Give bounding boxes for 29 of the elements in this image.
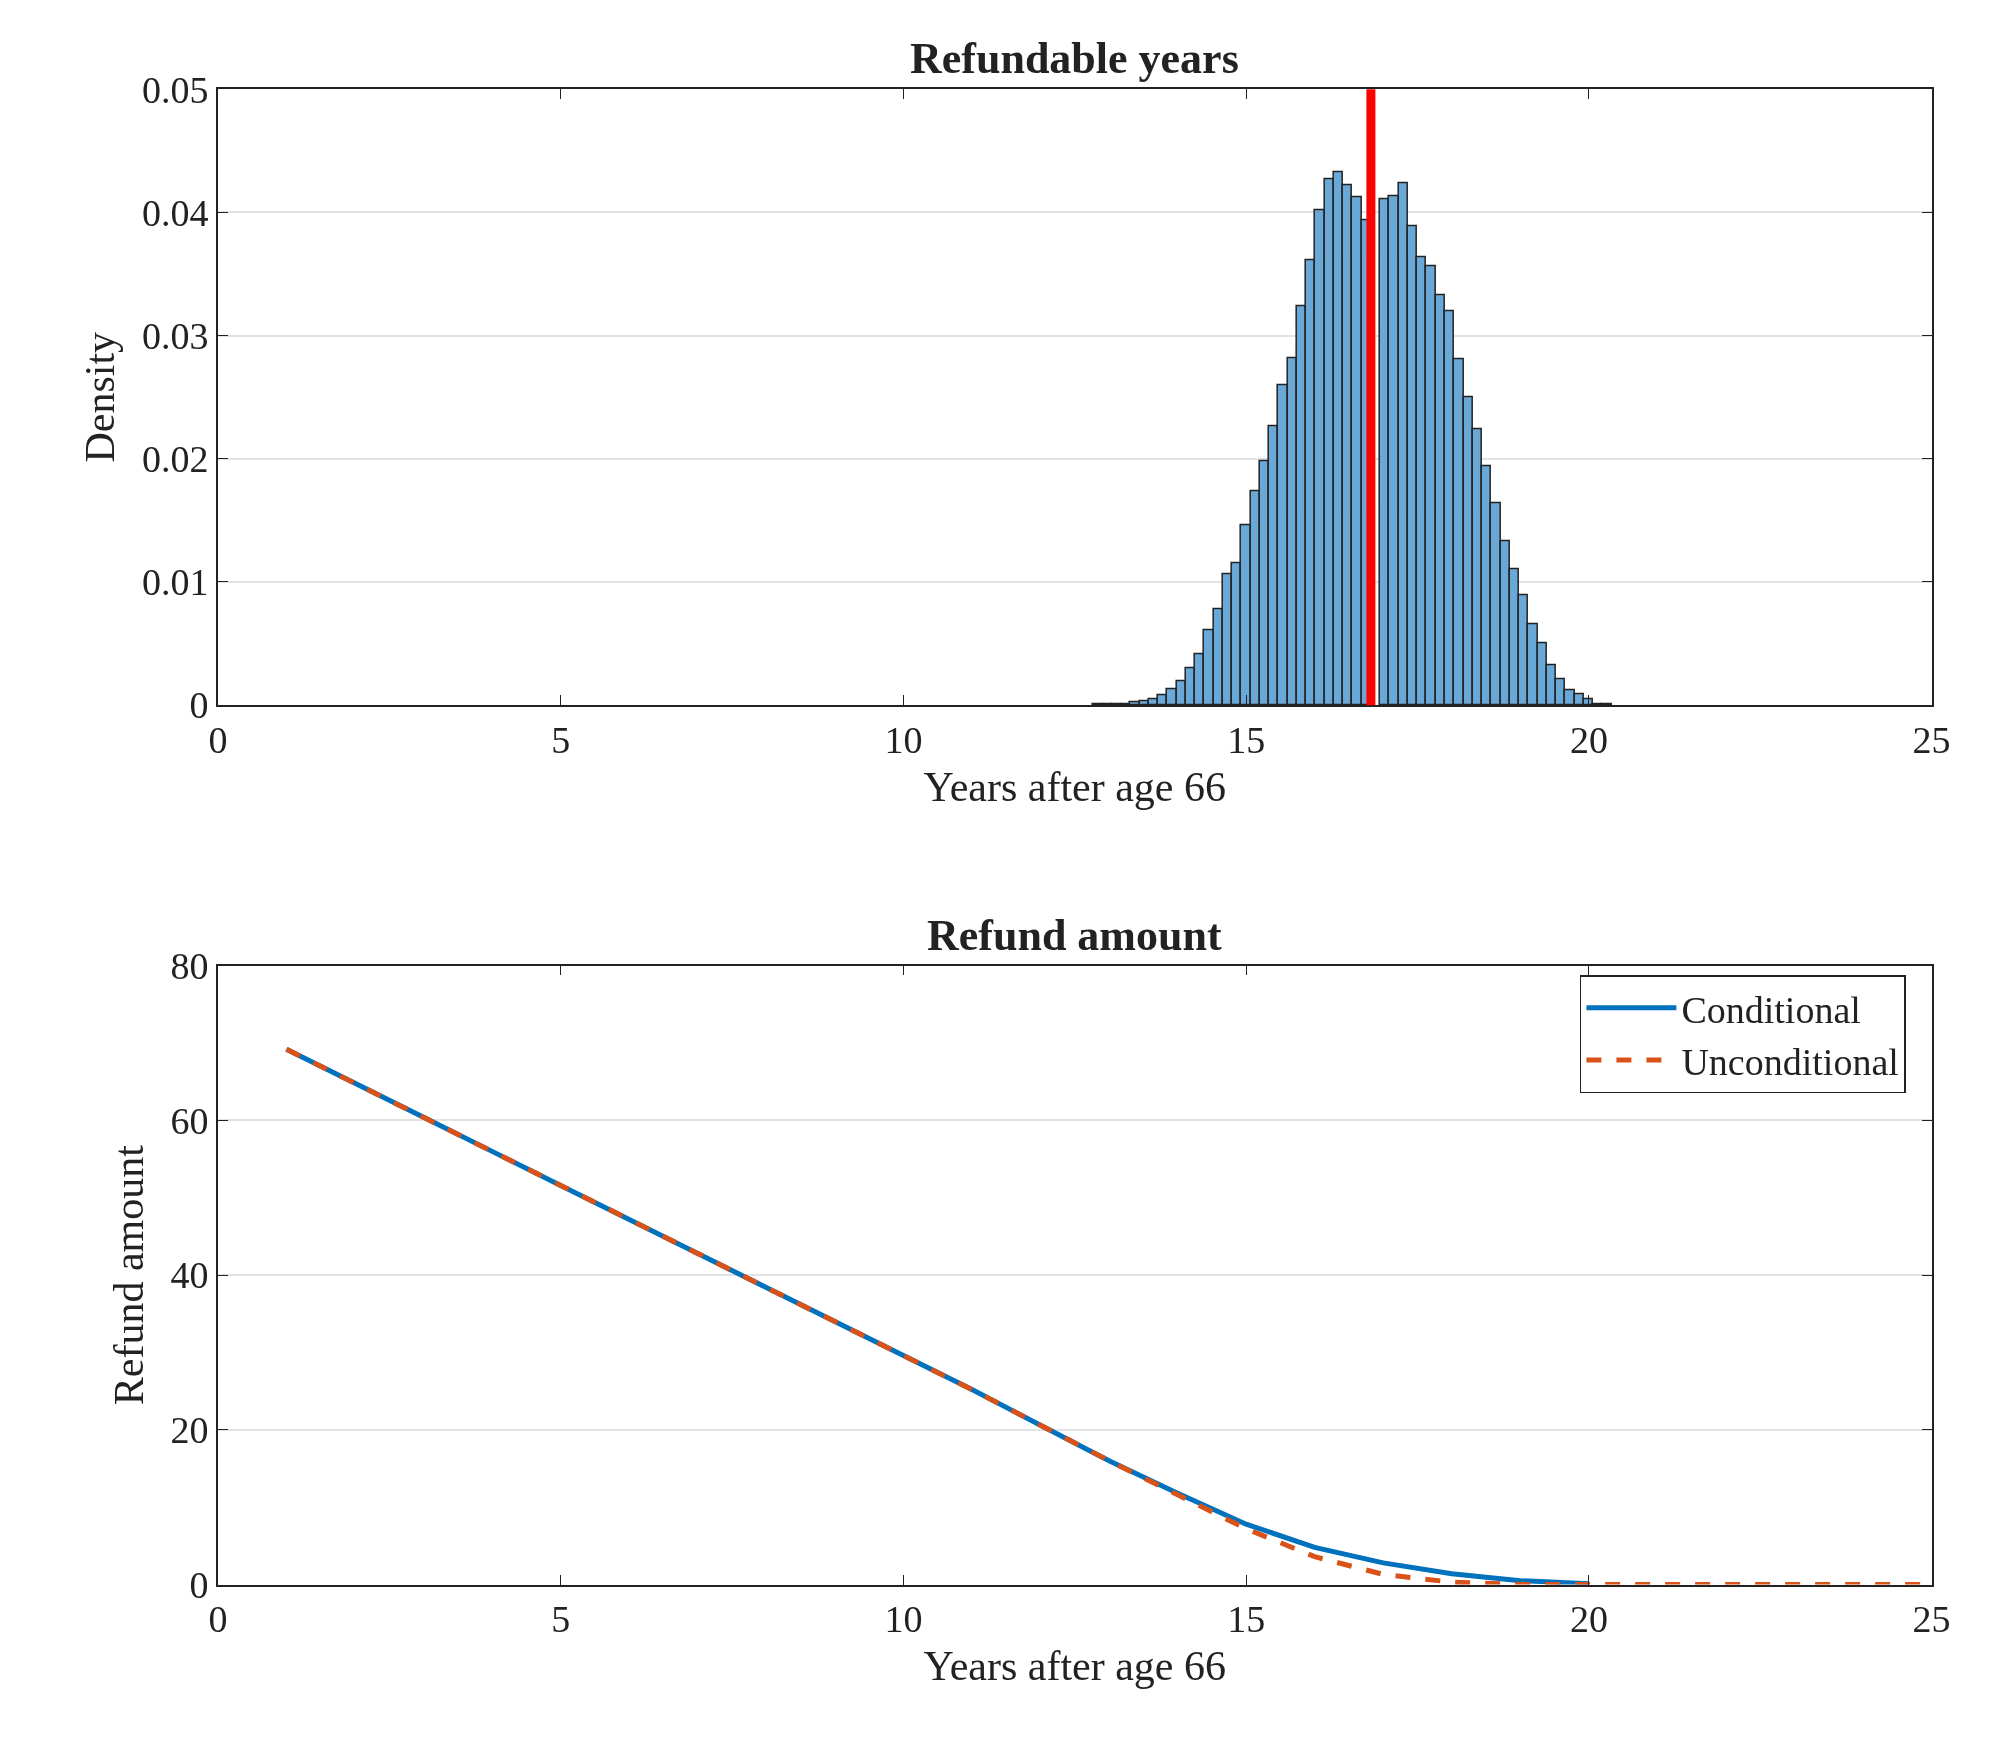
y-tick-label: 0.01 <box>142 561 209 604</box>
y-tick-label: 0.05 <box>142 68 209 111</box>
y-tick-label: 40 <box>170 1254 209 1297</box>
x-tick-label: 25 <box>1912 1597 1951 1640</box>
y-tick-label: 0.03 <box>142 314 209 357</box>
chart-title: Refundable years <box>910 34 1239 83</box>
legend-label: Unconditional <box>1681 1040 1899 1083</box>
legend-label: Conditional <box>1681 988 1861 1031</box>
x-tick-label: 20 <box>1569 718 1608 761</box>
x-tick-label: 25 <box>1912 718 1951 761</box>
x-tick-label: 10 <box>884 718 923 761</box>
y-tick-label: 80 <box>170 945 209 988</box>
x-axis-title: Years after age 66 <box>923 763 1226 810</box>
x-axis-title: Years after age 66 <box>923 1643 1226 1690</box>
y-axis-title: Refund amount <box>105 1144 152 1406</box>
y-tick-label: 20 <box>170 1409 209 1452</box>
x-tick-label: 5 <box>551 718 571 761</box>
chart-title: Refund amount <box>927 911 1222 960</box>
x-tick-label: 10 <box>884 1597 923 1640</box>
x-tick-label: 5 <box>551 1597 571 1640</box>
y-axis-title: Density <box>77 331 124 463</box>
y-tick-label: 0.02 <box>142 438 209 481</box>
y-tick-label: 0 <box>189 684 209 727</box>
y-tick-label: 60 <box>170 1099 209 1142</box>
x-tick-label: 15 <box>1227 718 1266 761</box>
y-tick-label: 0 <box>189 1563 209 1606</box>
y-tick-label: 0.04 <box>142 191 209 234</box>
x-tick-label: 20 <box>1569 1597 1608 1640</box>
x-tick-label: 15 <box>1227 1597 1266 1640</box>
